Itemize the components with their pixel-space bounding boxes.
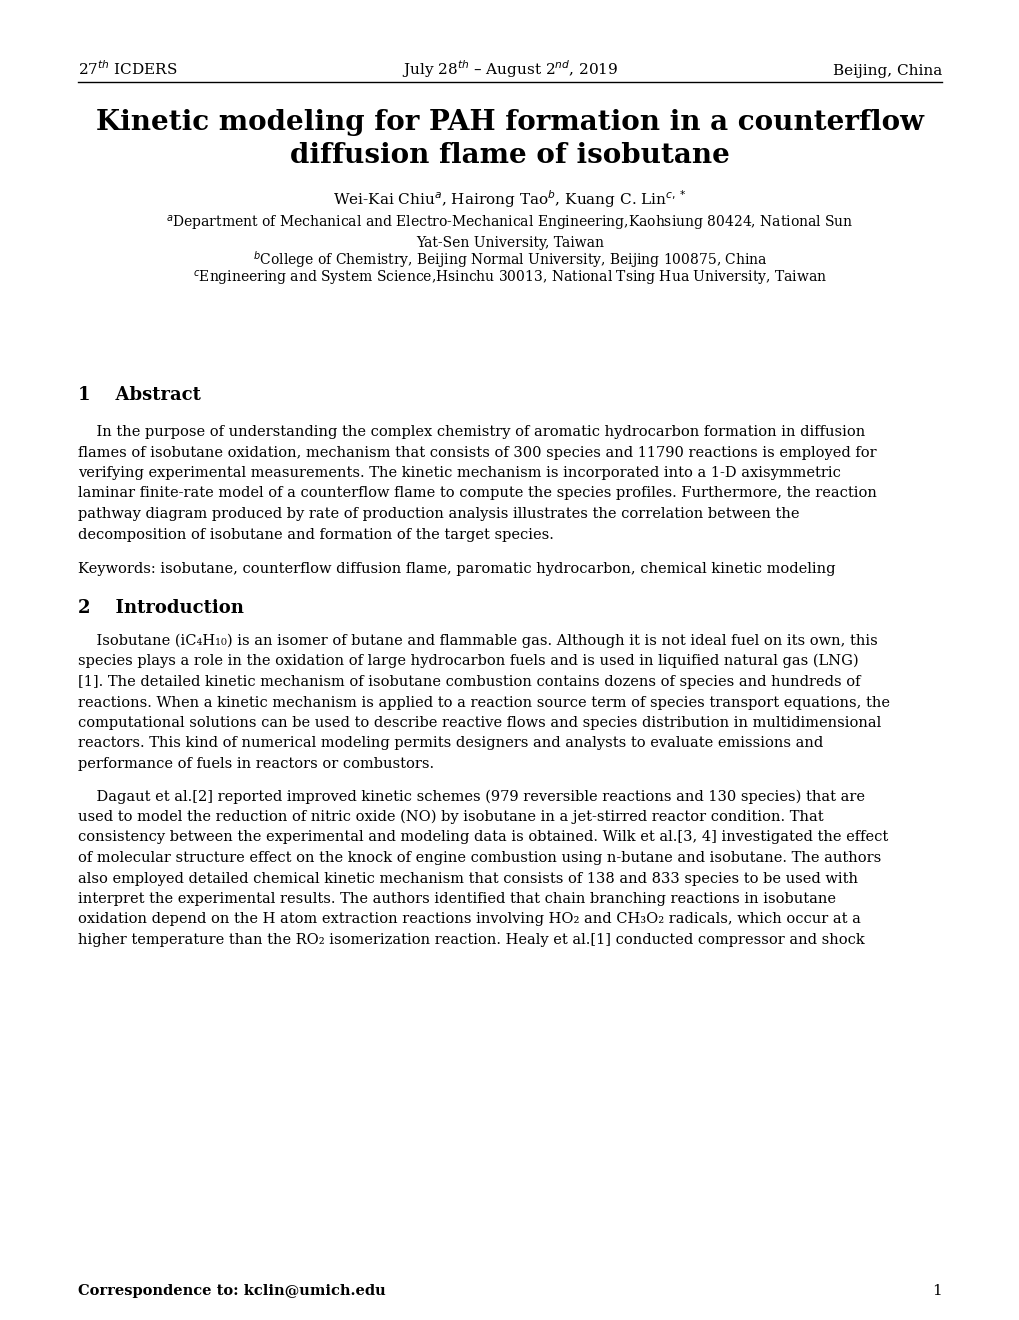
Text: 1    Abstract: 1 Abstract [77, 385, 201, 404]
Text: Isobutane (iC₄H₁₀) is an isomer of butane and flammable gas. Although it is not : Isobutane (iC₄H₁₀) is an isomer of butan… [77, 634, 877, 648]
Text: Dagaut et al.[2] reported improved kinetic schemes (979 reversible reactions and: Dagaut et al.[2] reported improved kinet… [77, 789, 864, 804]
Text: higher temperature than the RO₂ isomerization reaction. Healy et al.[1] conducte: higher temperature than the RO₂ isomeriz… [77, 933, 864, 946]
Text: decomposition of isobutane and formation of the target species.: decomposition of isobutane and formation… [77, 528, 553, 541]
Text: Beijing, China: Beijing, China [832, 63, 942, 78]
Text: July 28$^{th}$ – August 2$^{nd}$, 2019: July 28$^{th}$ – August 2$^{nd}$, 2019 [401, 58, 618, 81]
Text: computational solutions can be used to describe reactive flows and species distr: computational solutions can be used to d… [77, 715, 880, 730]
Text: verifying experimental measurements. The kinetic mechanism is incorporated into : verifying experimental measurements. The… [77, 466, 840, 480]
Text: 2    Introduction: 2 Introduction [77, 599, 244, 616]
Text: $^{c}$Engineering and System Science,Hsinchu 30013, National Tsing Hua Universit: $^{c}$Engineering and System Science,Hsi… [193, 269, 826, 288]
Text: $^{a}$Department of Mechanical and Electro-Mechanical Engineering,Kaohsiung 8042: $^{a}$Department of Mechanical and Elect… [166, 214, 853, 234]
Text: [1]. The detailed kinetic mechanism of isobutane combustion contains dozens of s: [1]. The detailed kinetic mechanism of i… [77, 675, 860, 689]
Text: flames of isobutane oxidation, mechanism that consists of 300 species and 11790 : flames of isobutane oxidation, mechanism… [77, 446, 875, 459]
Text: Correspondence to: kclin@umich.edu: Correspondence to: kclin@umich.edu [77, 1284, 385, 1298]
Text: $^{b}$College of Chemistry, Beijing Normal University, Beijing 100875, China: $^{b}$College of Chemistry, Beijing Norm… [253, 249, 766, 271]
Text: performance of fuels in reactors or combustors.: performance of fuels in reactors or comb… [77, 756, 434, 771]
Text: reactions. When a kinetic mechanism is applied to a reaction source term of spec: reactions. When a kinetic mechanism is a… [77, 696, 890, 710]
Text: species plays a role in the oxidation of large hydrocarbon fuels and is used in : species plays a role in the oxidation of… [77, 655, 858, 668]
Text: In the purpose of understanding the complex chemistry of aromatic hydrocarbon fo: In the purpose of understanding the comp… [77, 425, 864, 440]
Text: laminar finite-rate model of a counterflow flame to compute the species profiles: laminar finite-rate model of a counterfl… [77, 487, 876, 500]
Text: used to model the reduction of nitric oxide (NO) by isobutane in a jet-stirred r: used to model the reduction of nitric ox… [77, 809, 822, 824]
Text: consistency between the experimental and modeling data is obtained. Wilk et al.[: consistency between the experimental and… [77, 830, 888, 845]
Text: Wei-Kai Chiu$^{a}$, Hairong Tao$^{b}$, Kuang C. Lin$^{c,*}$: Wei-Kai Chiu$^{a}$, Hairong Tao$^{b}$, K… [333, 189, 686, 210]
Text: also employed detailed chemical kinetic mechanism that consists of 138 and 833 s: also employed detailed chemical kinetic … [77, 871, 857, 886]
Text: Keywords: isobutane, counterflow diffusion flame, paromatic hydrocarbon, chemica: Keywords: isobutane, counterflow diffusi… [77, 562, 835, 576]
Text: pathway diagram produced by rate of production analysis illustrates the correlat: pathway diagram produced by rate of prod… [77, 507, 799, 521]
Text: Kinetic modeling for PAH formation in a counterflow: Kinetic modeling for PAH formation in a … [96, 110, 923, 136]
Text: reactors. This kind of numerical modeling permits designers and analysts to eval: reactors. This kind of numerical modelin… [77, 737, 822, 751]
Text: of molecular structure effect on the knock of engine combustion using n-butane a: of molecular structure effect on the kno… [77, 851, 880, 865]
Text: interpret the experimental results. The authors identified that chain branching : interpret the experimental results. The … [77, 892, 836, 906]
Text: 27$^{th}$ ICDERS: 27$^{th}$ ICDERS [77, 59, 177, 78]
Text: oxidation depend on the H atom extraction reactions involving HO₂ and CH₃O₂ radi: oxidation depend on the H atom extractio… [77, 912, 860, 927]
Text: Yat-Sen University, Taiwan: Yat-Sen University, Taiwan [416, 236, 603, 249]
Text: diffusion flame of isobutane: diffusion flame of isobutane [289, 143, 730, 169]
Text: 1: 1 [931, 1284, 942, 1298]
